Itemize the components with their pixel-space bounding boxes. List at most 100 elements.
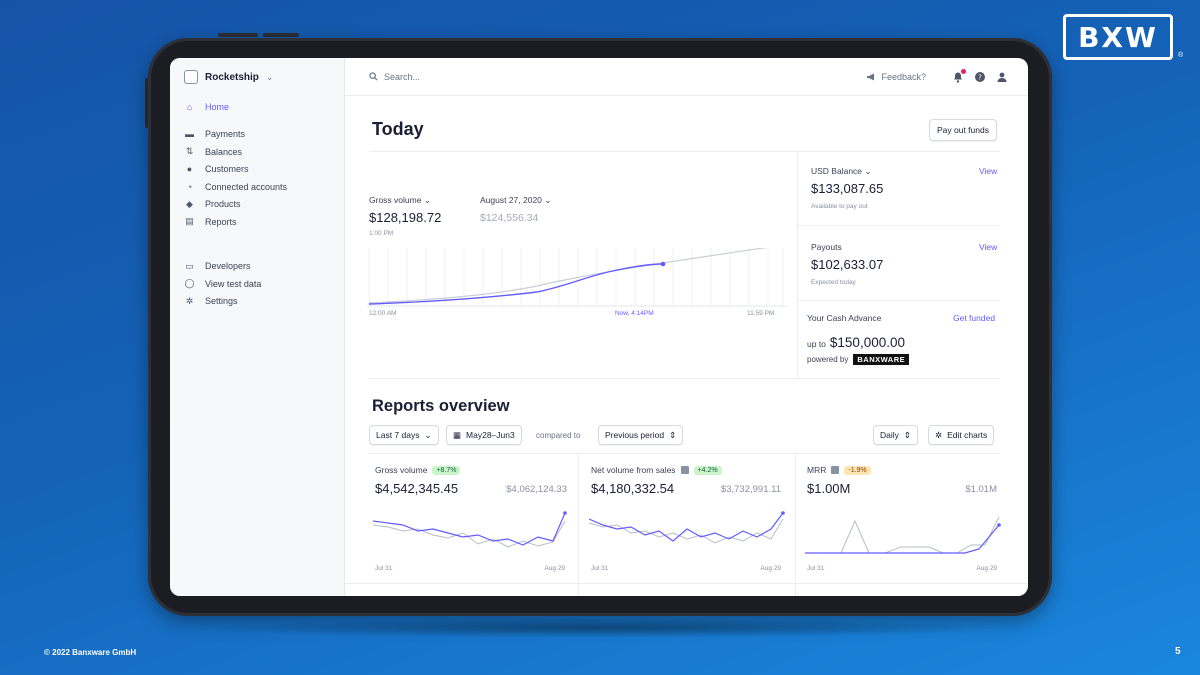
card-x-start: Jul 31 xyxy=(807,565,825,572)
divider xyxy=(798,225,1000,226)
feedback-link[interactable]: Feedback? xyxy=(866,72,926,82)
chevron-down-icon: ⌄ xyxy=(544,195,552,205)
payouts-sub: Expected today xyxy=(811,279,856,286)
sidebar-item-label: Connected accounts xyxy=(205,181,288,192)
compare-date-selector[interactable]: August 27, 2020 ⌄ xyxy=(480,195,551,206)
edit-charts-button[interactable]: ✲ Edit charts xyxy=(928,425,995,445)
gross-volume-value: $128,198.72 xyxy=(369,210,442,225)
tablet-volume-button xyxy=(218,33,258,37)
interval-select[interactable]: Daily ⇕ xyxy=(873,425,919,445)
report-card-gross-volume[interactable]: Gross volume +8.7% $4,542,345.45 $4,062,… xyxy=(369,453,567,583)
card-x-end: Aug 29 xyxy=(976,565,997,572)
date-range-label: May28–Jun3 xyxy=(466,430,515,440)
date-range-picker[interactable]: ▦ May28–Jun3 xyxy=(446,425,522,445)
sidebar-item-payments[interactable]: ▬ Payments xyxy=(184,126,344,144)
logo-registered-mark: ® xyxy=(1178,52,1184,59)
divider xyxy=(369,378,1000,379)
current-point-marker xyxy=(660,261,666,267)
tablet-shadow xyxy=(200,618,1000,638)
payouts-view-link[interactable]: View xyxy=(979,242,998,252)
sidebar-item-home[interactable]: ⌂ Home xyxy=(184,98,344,116)
edit-charts-label: Edit charts xyxy=(947,430,988,440)
sidebar-item-label: Balances xyxy=(205,146,243,157)
pay-out-funds-button[interactable]: Pay out funds xyxy=(929,119,997,141)
card-value: $4,542,345.45 xyxy=(375,481,459,496)
compared-to-label: compared to xyxy=(536,431,581,440)
sidebar-item-label: Customers xyxy=(205,164,249,175)
advance-prefix: up to xyxy=(807,339,826,349)
cash-advance-amount: up to $150,000.00 xyxy=(807,335,905,350)
sidebar-item-balances[interactable]: ⇅ Balances xyxy=(184,143,344,161)
gear-icon: ✲ xyxy=(185,295,194,306)
sidebar-item-settings[interactable]: ✲ Settings xyxy=(184,293,344,311)
payouts-value: $102,633.07 xyxy=(811,257,884,272)
compare-period-label: Previous period xyxy=(605,430,665,440)
chevron-updown-icon: ⇕ xyxy=(903,429,912,440)
chevron-down-icon: ⌄ xyxy=(265,71,274,82)
home-icon: ⌂ xyxy=(186,101,193,112)
sidebar-item-view-test-data[interactable]: ◯ View test data xyxy=(184,275,344,293)
card-x-start: Jul 31 xyxy=(375,565,393,572)
sidebar-item-label: Home xyxy=(205,101,230,112)
gross-volume-selector[interactable]: Gross volume ⌄ xyxy=(369,195,431,206)
gross-volume-sparkline xyxy=(373,511,567,548)
change-badge: +8.7% xyxy=(432,465,461,475)
change-badge: -1.9% xyxy=(844,465,871,475)
report-card-net-volume[interactable]: Net volume from sales +4.2% $4,180,332.5… xyxy=(585,453,785,583)
card-title: MRR -1.9% xyxy=(807,465,871,475)
search-icon xyxy=(369,72,378,81)
page-title: Today xyxy=(372,119,424,139)
sidebar-item-developers[interactable]: ▭ Developers xyxy=(184,258,344,276)
card-value: $1.00M xyxy=(807,481,851,496)
divider xyxy=(345,583,1028,584)
compare-value: $124,556.34 xyxy=(480,212,539,224)
card-x-end: Aug 29 xyxy=(760,565,781,572)
main-content: Search... Feedback? ? Today Pay out fund… xyxy=(345,58,1028,596)
card-previous-value: $3,732,991.11 xyxy=(720,484,781,495)
sidebar-item-label: Payments xyxy=(205,129,246,140)
svg-text:?: ? xyxy=(978,73,982,81)
get-funded-link[interactable]: Get funded xyxy=(953,313,996,323)
help-icon[interactable]: ? xyxy=(974,71,986,83)
card-previous-value: $1.01M xyxy=(965,484,997,495)
card-title-label: MRR xyxy=(807,465,827,475)
powered-by-label: powered by xyxy=(807,355,849,364)
notifications-icon[interactable] xyxy=(952,68,966,83)
tablet-side-button xyxy=(145,78,149,128)
range-select[interactable]: Last 7 days ⌄ xyxy=(369,425,439,445)
x-axis-end: 11:59 PM xyxy=(747,310,775,317)
usd-balance-view-link[interactable]: View xyxy=(979,166,998,176)
customers-icon: ● xyxy=(186,164,193,175)
sidebar-item-connected-accounts[interactable]: ◔ Connected accounts xyxy=(184,178,344,196)
vertical-divider xyxy=(797,152,798,378)
card-title-label: Gross volume xyxy=(375,465,428,475)
sidebar-item-reports[interactable]: ▤ Reports xyxy=(184,213,344,231)
compare-period-select[interactable]: Previous period ⇕ xyxy=(598,425,684,445)
report-card-mrr[interactable]: MRR -1.9% $1.00M $1.01M Jul 31 Aug 29 xyxy=(801,453,1001,583)
sidebar-item-products[interactable]: ◆ Products xyxy=(184,196,344,214)
divider xyxy=(369,151,1000,152)
mrr-sparkline xyxy=(805,516,1001,554)
dashboard-screen: Rocketship ⌄ ⌂ Home ▬ Payments ⇅ Balance… xyxy=(170,58,1028,596)
net-volume-sparkline xyxy=(589,511,785,544)
page-number: 5 xyxy=(1175,646,1181,657)
sidebar-item-customers[interactable]: ● Customers xyxy=(184,161,344,179)
card-divider xyxy=(578,453,579,596)
powered-by: powered by BANXWARE xyxy=(807,354,910,365)
chevron-updown-icon: ⇕ xyxy=(669,429,677,440)
search-input[interactable]: Search... xyxy=(369,72,866,82)
card-title-label: Net volume from sales xyxy=(591,465,676,475)
sidebar-item-label: Settings xyxy=(205,296,238,307)
account-switcher[interactable]: Rocketship ⌄ xyxy=(184,68,344,86)
products-icon: ◆ xyxy=(186,198,193,209)
search-placeholder: Search... xyxy=(384,71,421,82)
cash-advance-label: Your Cash Advance xyxy=(807,313,882,323)
developers-icon: ▭ xyxy=(185,260,194,271)
usd-balance-selector[interactable]: USD Balance ⌄ xyxy=(811,166,872,177)
interval-label: Daily xyxy=(880,430,899,440)
calendar-icon: ▦ xyxy=(453,429,462,440)
usd-balance-value: $133,087.65 xyxy=(811,181,884,196)
gross-volume-label: Gross volume xyxy=(369,195,422,205)
user-icon[interactable] xyxy=(996,71,1008,83)
card-value: $4,180,332.54 xyxy=(591,481,675,496)
